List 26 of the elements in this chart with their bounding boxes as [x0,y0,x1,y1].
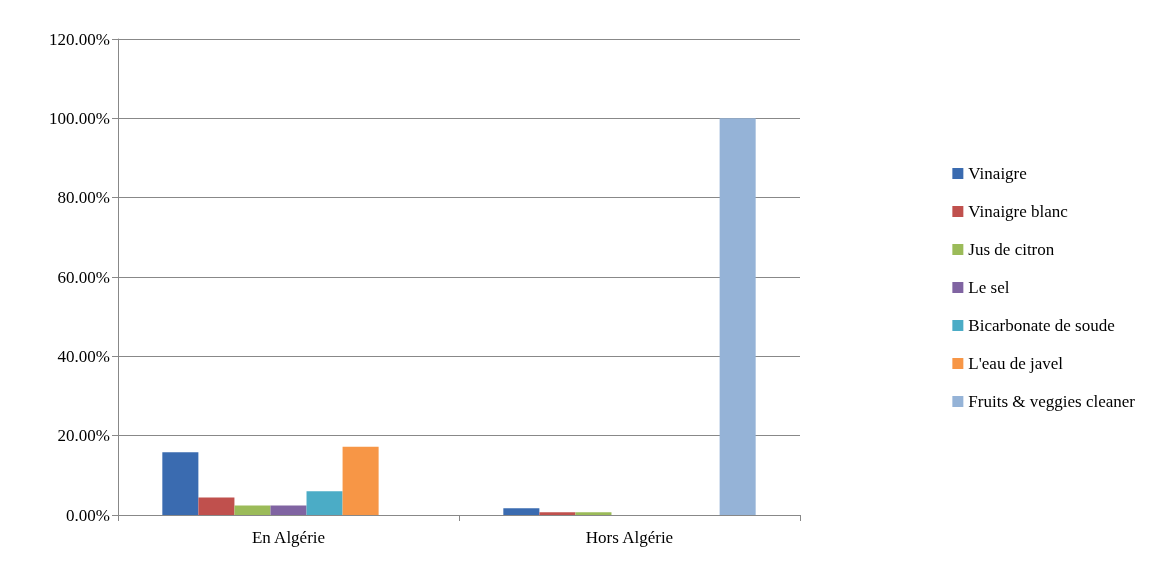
bar [503,508,540,515]
y-tick-label: 100.00% [49,108,110,128]
bar [198,497,235,515]
legend-label: Bicarbonate de soude [968,316,1115,335]
bar [539,512,576,515]
y-tick-label: 80.00% [57,188,110,208]
bar [575,512,612,515]
bar [306,491,343,515]
x-tick-label: Hors Algérie [585,528,674,547]
y-tick-label: 0.00% [66,505,110,525]
y-tick-label: 20.00% [57,426,110,446]
legend-label: Vinaigre blanc [968,202,1069,221]
x-tick-label: En Algérie [251,528,326,547]
bar [234,505,271,515]
bar [270,505,307,515]
y-tick-label: 40.00% [57,346,110,366]
legend-label: Jus de citron [968,240,1055,259]
y-tick-label: 120.00% [49,29,110,49]
bar [162,452,199,515]
legend-label: L'eau de javel [968,354,1064,373]
legend-label: Vinaigre [968,164,1027,183]
legend-label: Le sel [968,278,1010,297]
bar [342,446,379,515]
legend-label: Fruits & veggies cleaner [968,392,1136,411]
y-tick-label: 60.00% [57,267,110,287]
bar [719,118,756,515]
